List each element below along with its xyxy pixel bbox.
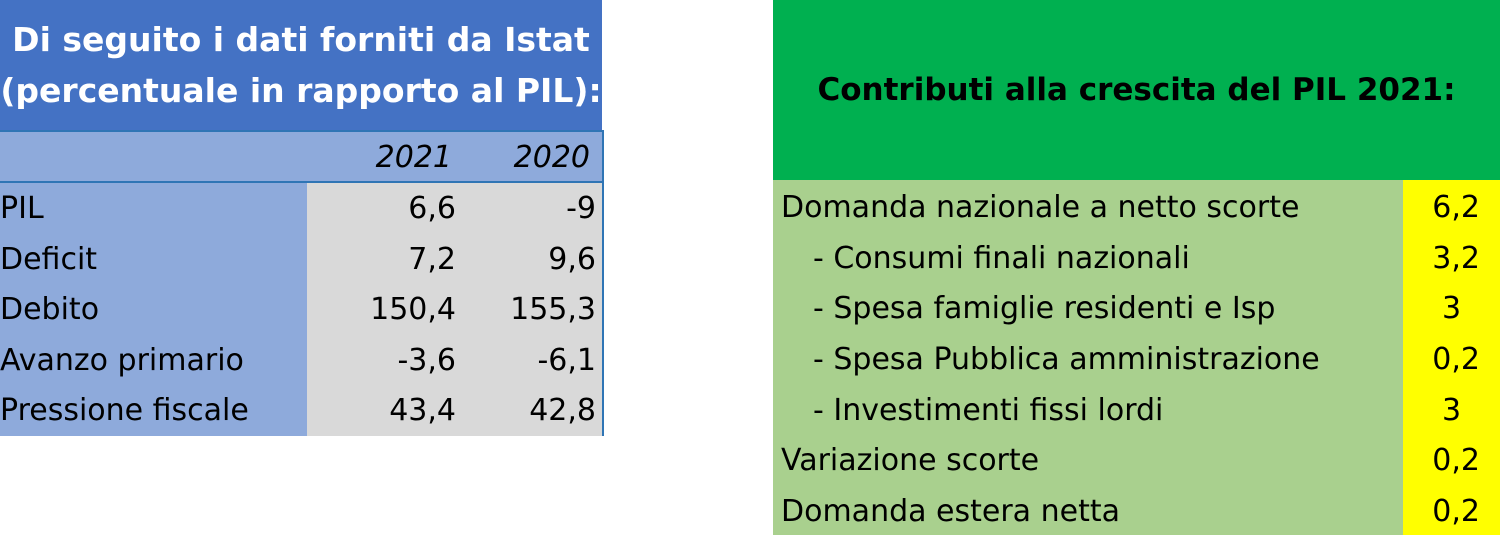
istat-title-line-1: Di seguito i dati forniti da Istat [12,20,590,59]
table-row: PIL 6,6 -9 [0,183,602,234]
value-2021: 7,2 [307,233,458,285]
value-2021-text: -3,6 [397,342,456,378]
column-header-2020: 2020 [513,140,590,175]
istat-table-header: 2021 2020 [0,132,602,183]
cell-padding [596,183,602,234]
value-2020-text: 9,6 [548,241,596,277]
table-row: Domanda nazionale a netto scorte 6,2 [773,180,1500,231]
table-row: Domanda estera netta 0,2 [773,484,1500,535]
value-2020: 9,6 [458,233,596,285]
value-2021-text: 150,4 [370,292,456,328]
table-row: - Consumi finali nazionali 3,2 [773,230,1500,282]
istat-table-title: Di seguito i dati forniti da Istat (perc… [0,0,602,130]
value-2021: 150,4 [307,284,458,335]
row-label: - Investimenti fissi lordi [773,382,1403,434]
contributions-table-body: Domanda nazionale a netto scorte 6,2 - C… [773,180,1500,535]
contributions-table-title: Contributi alla crescita del PIL 2021: [773,0,1500,180]
value-2020-text: -9 [566,191,596,226]
row-label: Avanzo primario [0,334,307,386]
table-row: Variazione scorte 0,2 [773,433,1500,485]
value-2021: 6,6 [307,183,458,234]
value-2020-text: 42,8 [529,393,596,429]
row-value: 6,2 [1403,180,1500,231]
row-label: Debito [0,284,307,335]
table-row: - Spesa famiglie residenti e Isp 3 [773,281,1500,333]
row-value: 0,2 [1403,484,1500,535]
row-label: PIL [0,183,307,234]
table-row: Deficit 7,2 9,6 [0,233,602,285]
value-2020-text: -6,1 [537,342,596,378]
cell-padding [596,385,602,436]
row-value: 3,2 [1403,230,1500,282]
value-2020: 42,8 [458,385,596,436]
value-2021-text: 7,2 [408,241,456,277]
row-label: Variazione scorte [773,433,1403,485]
table-row: Debito 150,4 155,3 [0,284,602,335]
value-2020: -9 [458,183,596,234]
row-label: - Spesa famiglie residenti e Isp [773,281,1403,333]
istat-table: 2021 2020 PIL 6,6 -9 Deficit 7,2 9,6 Deb… [0,130,604,436]
row-label: Domanda nazionale a netto scorte [773,180,1403,231]
row-value: 0,2 [1403,332,1500,383]
table-row: - Spesa Pubblica amministrazione 0,2 [773,332,1500,383]
table-row: Pressione fiscale 43,4 42,8 [0,385,602,436]
value-2021: 43,4 [307,385,458,436]
value-2020-text: 155,3 [510,292,596,328]
value-2020: -6,1 [458,334,596,386]
istat-title-line-2: (percentuale in rapporto al PIL): [0,71,602,110]
value-2021-text: 43,4 [389,393,456,429]
row-value: 3 [1403,382,1500,434]
istat-table-body: PIL 6,6 -9 Deficit 7,2 9,6 Debito 150,4 … [0,183,602,436]
row-label: Pressione fiscale [0,385,307,436]
cell-padding [596,284,602,335]
row-label: Deficit [0,233,307,285]
cell-padding [596,334,602,386]
value-2021-text: 6,6 [408,191,456,226]
value-2020: 155,3 [458,284,596,335]
row-label: - Consumi finali nazionali [773,230,1403,282]
column-header-2021: 2021 [375,140,452,175]
table-row: - Investimenti fissi lordi 3 [773,382,1500,434]
row-label: Domanda estera netta [773,484,1403,535]
row-label: - Spesa Pubblica amministrazione [773,332,1403,383]
row-value: 0,2 [1403,433,1500,485]
row-value: 3 [1403,281,1500,333]
cell-padding [596,233,602,285]
value-2021: -3,6 [307,334,458,386]
table-row: Avanzo primario -3,6 -6,1 [0,334,602,386]
